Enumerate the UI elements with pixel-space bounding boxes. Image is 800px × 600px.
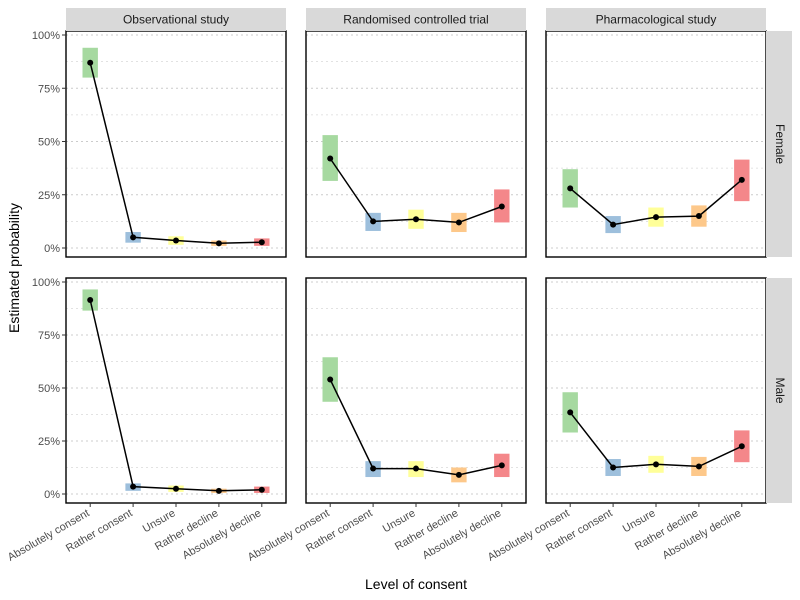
panel-female-randomised-controlled-trial (305, 30, 527, 258)
estimate-point-absolutely-decline (738, 443, 745, 450)
estimate-point-unsure (173, 485, 179, 492)
estimate-point-rather-consent (370, 218, 377, 225)
estimate-point-rather-decline (215, 487, 222, 494)
y-tick-label: 75% (38, 330, 60, 342)
x-tick-label-absolutely-decline: Absolutely decline (661, 507, 744, 562)
column-strip-randomised-controlled-trial: Randomised controlled trial (306, 8, 526, 31)
estimate-point-rather-decline (695, 463, 702, 470)
panel-background (66, 31, 286, 257)
y-tick-label: 0% (44, 243, 60, 255)
column-strip-label: Randomised controlled trial (343, 13, 488, 27)
panel-male-randomised-controlled-trial (305, 277, 527, 504)
strip-background (766, 31, 792, 257)
estimate-point-absolutely-consent (327, 376, 334, 383)
panel-background (66, 278, 286, 503)
estimate-point-absolutely-decline (498, 462, 505, 469)
estimate-point-absolutely-consent (87, 297, 94, 304)
panel-male-observational-study (65, 277, 287, 504)
estimate-point-absolutely-consent (567, 185, 574, 192)
estimate-point-absolutely-decline (498, 203, 505, 210)
y-tick-label: 25% (38, 190, 60, 202)
y-tick-label: 25% (38, 436, 60, 448)
column-strip-observational-study: Observational study (66, 8, 286, 31)
strip-background (766, 278, 792, 503)
estimate-point-rather-decline (455, 219, 462, 226)
column-strip-pharmacological-study: Pharmacological study (546, 8, 766, 31)
y-tick-label: 100% (32, 277, 60, 289)
strip-background (66, 8, 286, 31)
row-strip-female: Female (766, 31, 792, 257)
y-tick-label: 0% (44, 489, 60, 501)
y-tick-label: 100% (32, 30, 60, 42)
estimate-point-absolutely-consent (87, 59, 94, 66)
column-strip-label: Observational study (123, 13, 229, 27)
estimate-point-absolutely-decline (258, 486, 265, 493)
estimate-point-rather-decline (695, 213, 702, 220)
y-axis-title: Estimated probability (6, 203, 22, 333)
strip-background (306, 8, 526, 31)
panel-male-pharmacological-study (545, 277, 767, 504)
estimate-point-rather-decline (215, 240, 222, 247)
y-tick-label: 50% (38, 383, 60, 395)
estimate-point-unsure (653, 461, 659, 468)
estimate-point-rather-consent (130, 234, 137, 241)
row-strip-male: Male (766, 278, 792, 503)
estimate-point-absolutely-consent (327, 155, 334, 162)
y-tick-label: 50% (38, 137, 60, 149)
y-tick-label: 75% (38, 83, 60, 95)
row-strip-label: Female (773, 124, 787, 164)
row-strip-label: Male (773, 377, 787, 403)
strip-background (546, 8, 766, 31)
estimate-point-absolutely-decline (258, 239, 265, 246)
panel-female-observational-study (65, 30, 287, 258)
x-axis-title: Level of consent (365, 576, 467, 592)
estimate-point-absolutely-consent (567, 409, 574, 416)
estimate-point-unsure (413, 465, 419, 472)
estimate-point-rather-consent (610, 464, 617, 471)
panel-female-pharmacological-study (545, 30, 767, 258)
column-strip-label: Pharmacological study (596, 13, 717, 27)
estimate-point-rather-consent (130, 483, 137, 490)
estimate-point-rather-decline (455, 471, 462, 478)
estimate-point-unsure (413, 216, 419, 223)
estimate-point-rather-consent (370, 465, 377, 472)
estimate-point-absolutely-decline (738, 176, 745, 183)
estimate-point-unsure (173, 237, 179, 244)
estimate-point-unsure (653, 214, 659, 221)
estimate-point-rather-consent (610, 221, 617, 228)
